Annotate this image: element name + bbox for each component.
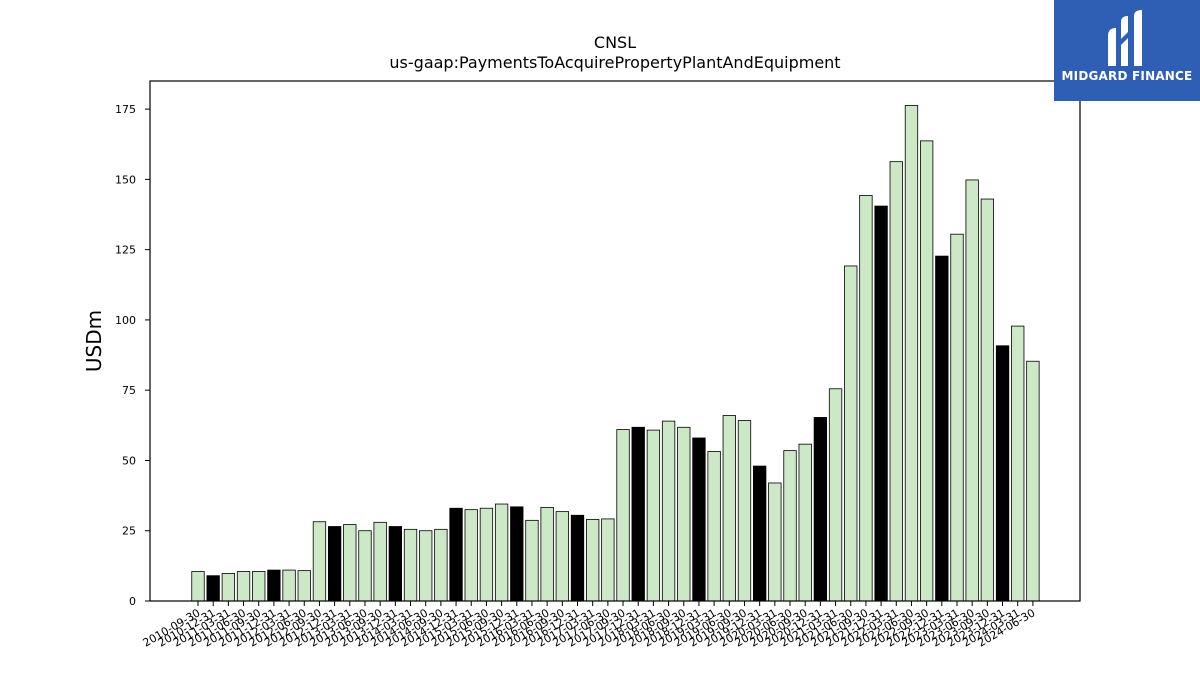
bar-2015-03-31 [464,509,478,602]
bar-2012-12-31 [327,526,342,602]
bar-2019-03-31 [707,451,721,602]
bar-2021-06-30 [844,265,858,602]
bar-2018-09-30 [677,426,691,602]
bar-2022-03-31 [889,161,903,602]
bar-2014-12-31 [449,507,463,602]
y-ticks: 0 25 50 75 100 125 150 175 [115,103,150,608]
y-tick-label: 125 [115,244,136,257]
bar-2014-03-31 [403,528,418,602]
bar-2014-09-30 [434,528,448,602]
bar-2016-06-30 [540,506,554,602]
bar-2023-12-31 [995,345,1010,602]
y-tick-label: 50 [122,454,136,467]
bar-2023-09-30 [980,198,995,602]
bar-2019-12-31 [753,465,767,602]
bar-2018-12-31 [692,437,706,602]
bar-2015-09-30 [494,503,509,602]
bar-2015-12-31 [510,506,524,602]
bar-2017-06-30 [601,518,615,602]
bar-2020-12-31 [813,417,828,602]
bar-2021-12-31 [874,205,888,602]
y-tick-label: 100 [115,314,136,327]
bar-2015-06-30 [479,507,494,602]
bar-2013-03-31 [343,524,357,602]
bar-2010-12-31 [206,575,220,602]
bar-2020-03-31 [768,482,782,602]
bar-2012-09-30 [312,521,327,602]
y-tick-label: 0 [129,595,136,608]
bar-2021-03-31 [828,388,843,602]
x-ticks: 2010-09-302010-12-312011-03-312011-06-30… [141,601,1037,650]
bar-2011-03-31 [221,573,236,602]
bar-2022-06-30 [904,105,919,602]
y-tick-label: 150 [115,173,136,186]
bar-2013-09-30 [373,521,387,602]
brand-logo: MIDGARD FINANCE [1054,0,1200,101]
bar-2011-06-30 [236,571,251,602]
bar-2024-06-30 [1026,360,1040,602]
bar-2011-09-30 [252,571,266,602]
bar-2021-09-30 [859,194,873,602]
chart-title: CNSL [594,33,636,52]
bar-2010-09-30 [191,571,205,602]
bar-2017-12-31 [631,426,645,602]
logo-mark-icon [1108,10,1142,66]
bar-2023-03-31 [950,233,964,602]
y-axis-label: USDm [82,310,106,372]
bar-2014-06-30 [419,530,433,602]
y-tick-label: 75 [122,384,136,397]
bar-2019-06-30 [722,415,736,602]
bars-group [191,105,1040,602]
bar-2016-09-30 [555,511,569,602]
bar-2024-03-31 [1011,325,1025,602]
y-tick-label: 175 [115,103,136,116]
bar-2013-12-31 [388,526,402,602]
bar-2020-09-30 [798,443,812,602]
bar-2016-12-31 [570,514,585,602]
bar-2019-09-30 [737,420,752,602]
bar-2018-06-30 [661,420,676,602]
y-tick-label: 25 [122,525,136,538]
bar-2011-12-31 [267,569,281,602]
bar-2012-06-30 [297,570,311,602]
plot-frame [149,80,1081,602]
logo-text: MIDGARD FINANCE [1061,69,1193,83]
bar-2013-06-30 [358,530,372,602]
bar-2018-03-31 [646,429,661,602]
bar-2022-12-31 [935,255,949,602]
bar-2022-09-30 [919,140,934,602]
bar-2023-06-30 [965,179,979,602]
bar-2017-09-30 [616,429,630,602]
chart-subtitle: us-gaap:PaymentsToAcquirePropertyPlantAn… [389,53,840,72]
bar-2016-03-31 [525,519,539,602]
bar-2017-03-31 [586,519,600,602]
bar-2020-06-30 [783,450,797,602]
bar-2012-03-31 [282,569,296,602]
